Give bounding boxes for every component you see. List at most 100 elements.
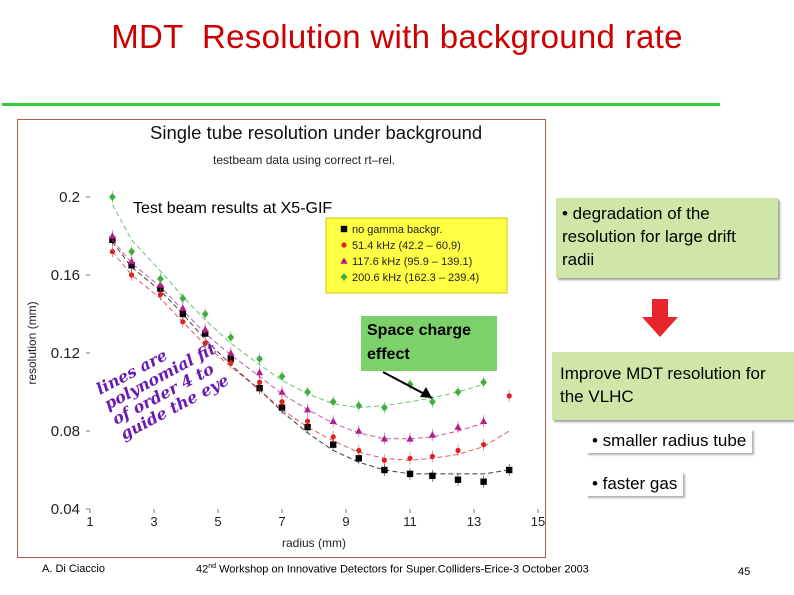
data-point: [406, 380, 414, 389]
chart-title: Single tube resolution under background: [150, 122, 482, 143]
data-point: [157, 291, 163, 298]
data-point: [278, 372, 286, 381]
data-point: [381, 457, 387, 463]
overlay-label: Test beam results at X5-GIF: [133, 200, 332, 217]
x-tick-label: 15: [531, 514, 545, 529]
data-point: [157, 274, 164, 283]
data-point: [355, 427, 363, 434]
data-point: [227, 349, 235, 356]
page-number: 45: [738, 566, 751, 578]
legend-marker: [341, 242, 347, 248]
y-tick-label: 0.16: [51, 267, 80, 284]
legend-marker: [340, 225, 348, 233]
chart-legend: no gamma backgr. 51.4 kHz (42.2 – 60.9) 11…: [325, 217, 508, 294]
data-point: [129, 272, 135, 278]
y-axis-label: resolution (mm): [25, 301, 39, 384]
improve-note: Improve MDT resolution for the VLHC: [552, 352, 794, 420]
data-point: [480, 378, 487, 387]
legend-marker: [340, 273, 348, 281]
x-tick-label: 9: [342, 514, 349, 529]
footer-workshop-num: 42: [196, 563, 209, 576]
bullet-faster-gas: • faster gas: [586, 472, 684, 496]
title-rule: [2, 103, 720, 106]
data-point: [179, 304, 187, 311]
data-point: [201, 325, 209, 333]
data-point: [355, 401, 363, 410]
data-point: [454, 388, 462, 396]
y-tick-label: 0.2: [59, 189, 80, 206]
bullet-smaller-tube: • smaller radius tube: [586, 429, 753, 453]
data-point: [429, 397, 436, 406]
data-point: [480, 478, 487, 485]
data-point: [506, 393, 512, 399]
data-point: [455, 447, 461, 454]
data-point: [278, 388, 286, 395]
data-point: [380, 435, 388, 442]
fit-line: [112, 239, 484, 440]
plot-frame: [17, 119, 546, 558]
footer-workshop: 42nd Workshop on Innovative Detectors fo…: [196, 563, 589, 576]
data-point: [304, 388, 311, 396]
space-charge-note: Space charge effect: [361, 316, 497, 371]
x-tick-label: 11: [403, 514, 417, 529]
x-tick-label: 7: [278, 514, 285, 529]
data-point: [381, 403, 388, 412]
y-tick-label: 0.12: [51, 345, 80, 362]
data-point: [330, 441, 337, 448]
slide-title: MDT Resolution with background rate: [111, 18, 683, 55]
data-point: [381, 466, 388, 474]
data-point: [201, 310, 209, 318]
plot-area: 1 3 5 7 9 11 13 150.040.080.120.160.2: [51, 189, 545, 529]
data-point: [454, 476, 462, 483]
chart-subtitle: testbeam data using correct rt–rel.: [213, 153, 395, 167]
legend-label: 51.4 kHz (42.2 – 60.9): [352, 240, 461, 252]
y-tick-label: 0.08: [51, 423, 80, 440]
legend-label: no gamma backgr.: [352, 224, 443, 236]
data-point: [228, 360, 234, 366]
legend-box: [325, 217, 508, 294]
data-point: [257, 379, 263, 385]
data-point: [480, 417, 488, 425]
data-point: [256, 368, 264, 376]
data-point: [506, 466, 513, 474]
space-charge-arrowhead: [420, 387, 432, 398]
legend-marker: [340, 257, 348, 264]
data-point: [109, 249, 115, 255]
fit-line: [112, 251, 510, 461]
data-point: [356, 447, 362, 454]
data-point: [128, 257, 136, 265]
data-point: [406, 435, 414, 442]
data-point: [406, 470, 414, 478]
footer-author: A. Di Ciaccio: [42, 563, 105, 575]
data-point: [179, 294, 187, 303]
x-tick-label: 1: [86, 514, 93, 529]
y-tick-label: 0.04: [51, 501, 80, 518]
data-point: [180, 319, 186, 325]
data-point: [128, 247, 135, 256]
legend-label: 117.6 kHz (95.9 – 139.1): [352, 256, 472, 268]
footer-workshop-text: Workshop on Innovative Detectors for Sup…: [216, 563, 589, 576]
data-point: [304, 405, 312, 413]
footer-workshop-sup: nd: [208, 563, 217, 570]
data-point: [329, 397, 337, 406]
data-point: [481, 442, 487, 448]
x-tick-label: 13: [467, 514, 481, 529]
x-tick-label: 3: [150, 514, 157, 529]
legend-label: 200.6 kHz (162.3 – 239.4): [352, 272, 479, 284]
data-point: [355, 455, 362, 462]
x-tick-label: 5: [214, 514, 221, 529]
data-point: [256, 354, 263, 363]
data-point: [227, 333, 235, 342]
data-point: [330, 434, 336, 440]
data-point: [429, 472, 436, 480]
down-arrow-icon: [642, 299, 678, 337]
data-point: [454, 423, 462, 430]
data-point: [108, 232, 116, 239]
data-point: [428, 431, 436, 438]
data-point: [279, 399, 285, 405]
fit-line: [111, 204, 484, 409]
data-point: [329, 417, 337, 425]
x-axis-label: radius (mm): [282, 536, 346, 550]
data-point: [202, 340, 208, 346]
